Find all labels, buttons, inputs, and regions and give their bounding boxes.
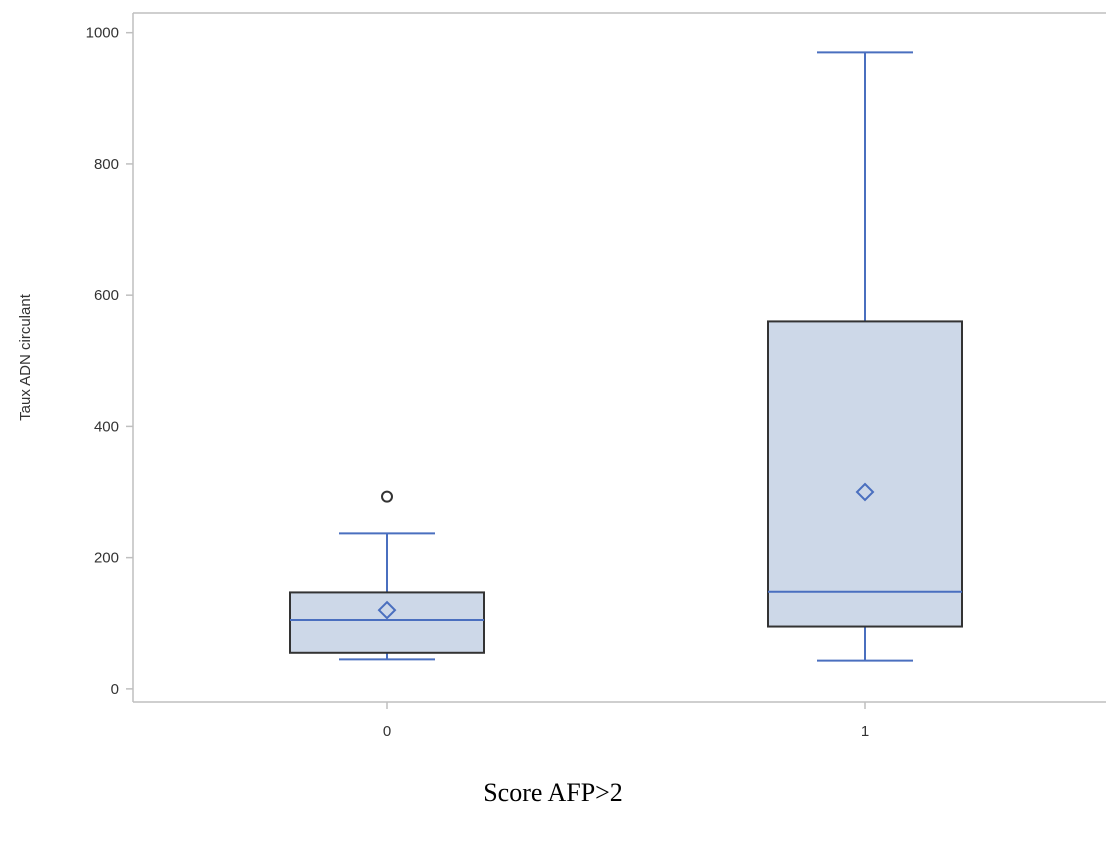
- y-tick-label: 400: [94, 418, 119, 435]
- y-tick-label: 0: [111, 681, 119, 698]
- mean-marker: [377, 600, 397, 620]
- x-tick-label: 0: [383, 723, 391, 740]
- mean-marker: [855, 482, 875, 502]
- y-tick-label: 1000: [86, 25, 119, 42]
- boxes-layer: [289, 51, 963, 662]
- y-tick-label: 800: [94, 156, 119, 173]
- box-group-1: [767, 51, 963, 662]
- y-axis-label: Taux ADN circulant: [17, 293, 34, 421]
- y-axis: 0 200 400 600 800 1000: [86, 25, 133, 698]
- y-tick-label: 600: [94, 287, 119, 304]
- y-tick-label: 200: [94, 550, 119, 567]
- x-tick-label: 1: [861, 723, 869, 740]
- plot-frame: [132, 12, 1106, 703]
- x-axis-label: Score AFP>2: [483, 778, 623, 807]
- box-group-0: [289, 490, 485, 661]
- iqr-box: [767, 320, 963, 628]
- outlier-point: [381, 490, 393, 503]
